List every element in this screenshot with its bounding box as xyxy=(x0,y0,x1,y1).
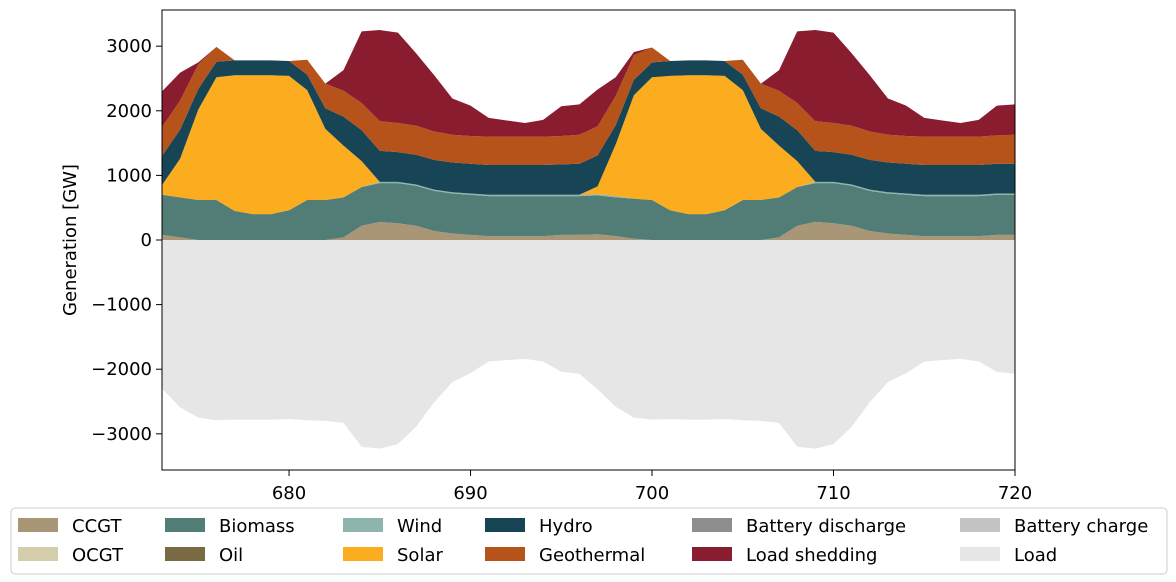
legend-swatch-load-shedding xyxy=(692,547,732,561)
legend-label-battery-charge: Battery charge xyxy=(1014,516,1148,537)
y-axis: −3000 −2000 −1000 0 1000 2000 3000 xyxy=(91,36,162,445)
area-hydro xyxy=(162,60,1015,195)
x-tick-label: 700 xyxy=(635,483,669,504)
x-tick-label: 680 xyxy=(272,483,306,504)
area-load xyxy=(162,240,1015,449)
legend-label-hydro: Hydro xyxy=(539,516,593,537)
legend-box xyxy=(10,507,1168,575)
x-tick-label: 710 xyxy=(816,483,850,504)
legend-label-battery-discharge: Battery discharge xyxy=(746,516,906,537)
legend-items: CCGT OCGT Biomass Oil Wind Solar Hydro Geotherm… xyxy=(18,516,1148,566)
y-tick-label: 2000 xyxy=(106,101,152,122)
legend-swatch-ocgt xyxy=(18,547,58,561)
y-tick-label: −3000 xyxy=(91,424,152,445)
x-tick-label: 690 xyxy=(453,483,487,504)
legend-label-load: Load xyxy=(1014,545,1057,566)
y-tick-label: −1000 xyxy=(91,295,152,316)
area-load-shedding xyxy=(162,30,1015,137)
legend-swatch-battery-charge xyxy=(960,518,1000,532)
x-tick-label: 720 xyxy=(998,483,1032,504)
legend-label-wind: Wind xyxy=(397,516,442,537)
legend-swatch-solar xyxy=(343,547,383,561)
y-tick-label: 0 xyxy=(141,230,152,251)
legend-label-solar: Solar xyxy=(397,545,443,566)
legend-swatch-battery-discharge xyxy=(692,518,732,532)
legend-label-biomass: Biomass xyxy=(219,516,295,537)
legend-swatch-oil xyxy=(165,547,205,561)
area-biomass xyxy=(162,183,1015,240)
legend-swatch-wind xyxy=(343,518,383,532)
y-tick-label: 1000 xyxy=(106,165,152,186)
legend-label-load-shedding: Load shedding xyxy=(746,545,877,566)
legend-label-geothermal: Geothermal xyxy=(539,545,645,566)
legend-label-oil: Oil xyxy=(219,545,243,566)
legend-swatch-load xyxy=(960,547,1000,561)
y-axis-label: Generation [GW] xyxy=(60,164,81,316)
legend-label-ccgt: CCGT xyxy=(72,516,122,537)
area-solar xyxy=(162,75,1015,215)
y-tick-label: 3000 xyxy=(106,36,152,57)
legend-swatch-ccgt xyxy=(18,518,58,532)
x-axis: 680 690 700 710 720 xyxy=(272,470,1032,504)
area-ccgt xyxy=(162,221,1015,240)
y-tick-label: −2000 xyxy=(91,359,152,380)
legend-swatch-geothermal xyxy=(485,547,525,561)
stacked-areas xyxy=(162,30,1015,449)
legend: CCGT OCGT Biomass Oil Wind Solar Hydro Geotherm… xyxy=(10,507,1168,575)
legend-swatch-hydro xyxy=(485,518,525,532)
area-geothermal xyxy=(162,46,1015,166)
legend-label-ocgt: OCGT xyxy=(72,545,124,566)
legend-swatch-biomass xyxy=(165,518,205,532)
